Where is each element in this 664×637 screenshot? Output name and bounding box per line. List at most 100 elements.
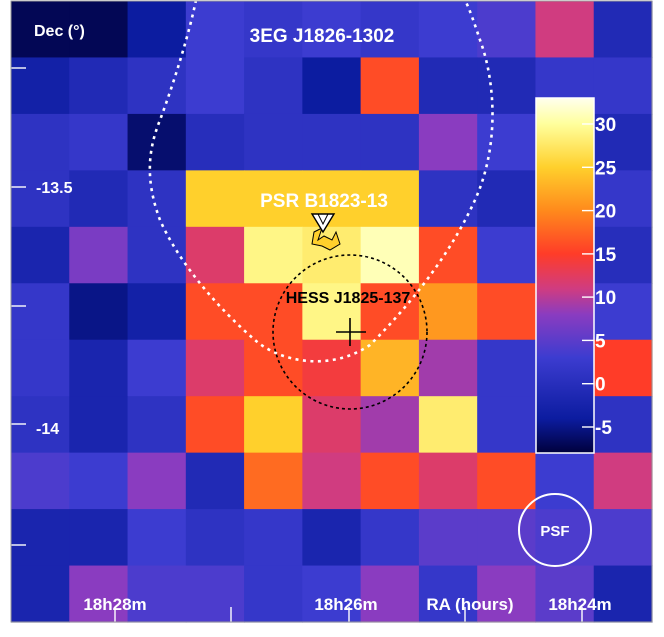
- heatmap-cell: [11, 283, 70, 341]
- heatmap-cell: [593, 565, 653, 623]
- heatmap-cell: [302, 396, 362, 454]
- colorbar-tick-label: 25: [595, 158, 617, 179]
- heatmap-cell: [418, 57, 478, 115]
- colorbar-tick-label: 30: [595, 115, 616, 136]
- heatmap-cell: [360, 452, 420, 510]
- colorbar-tick-label: 15: [595, 245, 617, 266]
- heatmap-cell: [302, 113, 362, 171]
- heatmap-cell: [244, 339, 303, 397]
- heatmap-cell: [535, 452, 595, 510]
- heatmap-cell: [593, 170, 653, 228]
- heatmap-cell: [185, 1, 245, 59]
- heatmap-cell: [477, 339, 537, 397]
- heatmap-cell: [418, 170, 478, 228]
- heatmap-cell: [593, 113, 653, 171]
- colorbar-ticks: 30 25 20 15 10 5 0 -5: [582, 115, 617, 439]
- heatmap-cell: [302, 283, 362, 341]
- heatmap-cell: [127, 57, 187, 115]
- heatmap-cell: [418, 1, 478, 59]
- heatmap-cell: [244, 396, 303, 454]
- psf-circle: [518, 493, 592, 567]
- heatmap-cell: [244, 170, 303, 228]
- heatmap-cell: [418, 226, 478, 284]
- heatmap-cell: [11, 339, 70, 397]
- heatmap-cell: [477, 283, 537, 341]
- heatmap-cell: [593, 1, 653, 59]
- heatmap-cell: [11, 565, 70, 623]
- heatmap-cell: [244, 565, 303, 623]
- heatmap-cell: [185, 283, 245, 341]
- heatmap-cell: [69, 283, 129, 341]
- heatmap-cell: [593, 396, 653, 454]
- heatmap-cell: [11, 226, 70, 284]
- heatmap-cell: [302, 452, 362, 510]
- x-axis-label: RA (hours): [426, 595, 513, 614]
- heatmap-cell: [11, 170, 70, 228]
- heatmap-cell: [535, 1, 595, 59]
- colorbar-tick-label: 10: [595, 288, 616, 309]
- heatmap-cell: [69, 113, 129, 171]
- colorbar-tick-label: 5: [595, 331, 606, 352]
- heatmap-cell: [11, 396, 70, 454]
- heatmap-cell: [11, 1, 70, 59]
- annotation-psr-label: PSR B1823-13: [260, 191, 388, 212]
- heatmap-cell: [127, 565, 187, 623]
- heatmap-cell: [185, 509, 245, 567]
- heatmap-cell: [360, 113, 420, 171]
- x-tick-labels: 18h28m 18h26m 18h24m: [83, 595, 611, 614]
- heatmap-cell: [69, 1, 129, 59]
- heatmap-cell: [244, 509, 303, 567]
- psf-label: PSF: [540, 523, 569, 540]
- axis-ticks: [11, 67, 583, 622]
- heatmap-cell: [127, 283, 187, 341]
- heatmap-cell: [418, 452, 478, 510]
- heatmap-cell: [11, 113, 70, 171]
- heatmap-cell: [418, 339, 478, 397]
- heatmap-cell: [127, 226, 187, 284]
- hess-extent-circle: [272, 254, 428, 410]
- heatmap-cell: [477, 452, 537, 510]
- heatmap-cell: [360, 1, 420, 59]
- heatmap-cell: [302, 509, 362, 567]
- heatmap-cell: [360, 57, 420, 115]
- y-tick-labels: -13.5 -14: [36, 180, 73, 438]
- heatmap-cell: [244, 113, 303, 171]
- y-axis-label: Dec (°): [34, 23, 85, 40]
- x-tick-label: 18h26m: [314, 595, 377, 614]
- heatmap-cell: [69, 226, 129, 284]
- heatmap-cell: [244, 226, 303, 284]
- heatmap-cell: [360, 396, 420, 454]
- heatmap-cell: [185, 396, 245, 454]
- heatmap-cell: [535, 509, 595, 567]
- heatmap-cell: [302, 57, 362, 115]
- heatmap-cell: [69, 565, 129, 623]
- heatmap-cell: [127, 396, 187, 454]
- colorbar-tick-label: -5: [595, 418, 612, 439]
- colorbar-tick-label: 0: [595, 375, 606, 396]
- heatmap-cell: [127, 170, 187, 228]
- pulsar-triangle-marker: [310, 213, 336, 234]
- heatmap-cell: [302, 226, 362, 284]
- heatmap-cell: [127, 1, 187, 59]
- heatmap-cell: [11, 452, 70, 510]
- heatmap-cell: [477, 226, 537, 284]
- heatmap-cell: [185, 226, 245, 284]
- heatmap-cell: [244, 57, 303, 115]
- heatmap-cell: [535, 565, 595, 623]
- heatmap-cell: [127, 113, 187, 171]
- heatmap-cell: [360, 283, 420, 341]
- heatmap-cell: [127, 339, 187, 397]
- heatmap-cell: [127, 509, 187, 567]
- heatmap-cell: [418, 565, 478, 623]
- heatmap-cell: [185, 339, 245, 397]
- heatmap-cell: [477, 565, 537, 623]
- heatmap-cell: [477, 113, 537, 171]
- heatmap-cell: [185, 565, 245, 623]
- heatmap-cell: [185, 57, 245, 115]
- heatmap-cell: [360, 339, 420, 397]
- heatmap-cell: [593, 509, 653, 567]
- annotation-hess-label: HESS J1825-137: [286, 290, 411, 307]
- heatmap-cell: [360, 565, 420, 623]
- heatmap-cell: [69, 170, 129, 228]
